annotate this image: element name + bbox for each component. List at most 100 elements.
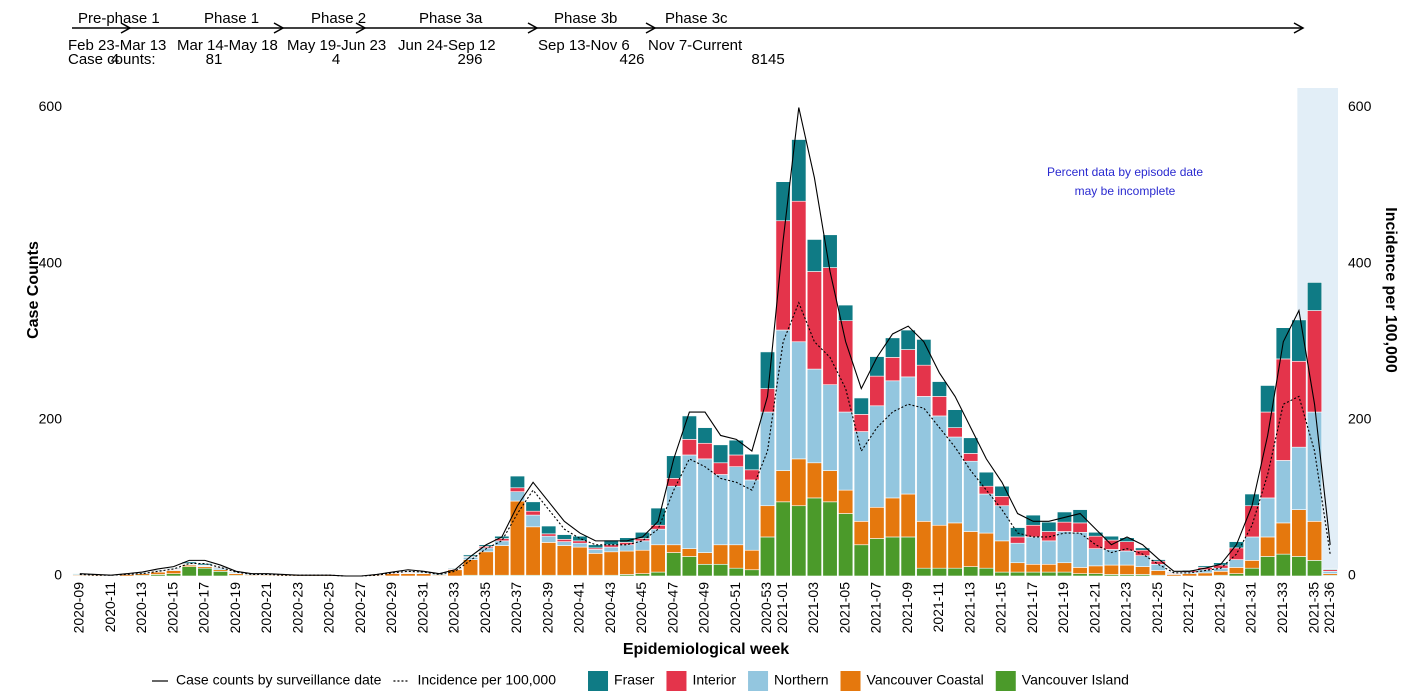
bar-segment (1135, 555, 1151, 567)
x-tick-label: 2021-11 (930, 582, 946, 633)
bar-segment (1244, 567, 1260, 577)
bar-segment (916, 567, 932, 577)
bar-segment (509, 491, 525, 502)
bar-segment (1260, 411, 1276, 499)
x-tick-label: 2021-36 (1321, 582, 1337, 634)
bar-segment (603, 539, 619, 546)
bar-segment (1275, 460, 1291, 524)
bar-segment (1056, 571, 1072, 577)
y2-axis-title: Incidence per 100,000 (1382, 207, 1399, 373)
bar-segment (1275, 522, 1291, 555)
bar-segment (963, 460, 979, 532)
bar-segment (619, 550, 635, 575)
legend-label: Interior (692, 672, 736, 688)
bar-segment (1010, 571, 1026, 577)
bar-segment (931, 415, 947, 526)
bar-segment (1228, 559, 1244, 568)
bar-segment (572, 546, 588, 576)
legend-label: Vancouver Island (1022, 672, 1129, 688)
bar-segment (1260, 385, 1276, 413)
bar-segment (681, 454, 697, 549)
bar-segment (431, 574, 447, 576)
bar-segment (760, 505, 776, 538)
bar-segment (1322, 568, 1338, 571)
x-tick-label: 2020-17 (196, 582, 212, 634)
bar-segment (603, 551, 619, 576)
bar-segment (494, 545, 510, 576)
bar-segment (900, 536, 916, 577)
bar-segment (697, 552, 713, 565)
bar-segment (634, 549, 650, 574)
bar-segment (697, 442, 713, 460)
bar-segment (1135, 549, 1151, 556)
x-tick-label: 2020-13 (133, 582, 149, 634)
y2-tick-label: 200 (1348, 411, 1372, 427)
bar-segment (650, 544, 666, 573)
bar-segment (775, 329, 791, 471)
bar-segment (885, 337, 901, 358)
bar-segment (963, 437, 979, 454)
bar-segment (978, 493, 994, 534)
legend-swatch (588, 671, 609, 691)
bar-segment (681, 556, 697, 577)
bar-segment (541, 542, 557, 576)
x-tick-label: 2020-23 (289, 582, 305, 634)
bar-segment (1291, 509, 1307, 557)
bar-segment (1041, 521, 1057, 532)
x-tick-label: 2021-33 (1274, 582, 1290, 634)
legend-label: Northern (774, 672, 828, 688)
bar-segment (728, 466, 744, 546)
x-tick-label: 2021-25 (1149, 582, 1165, 634)
bar-segment (1244, 505, 1260, 538)
bar-segment (1103, 564, 1119, 575)
bar-segment (400, 571, 416, 573)
bar-segment (1322, 571, 1338, 574)
bar-segment (1135, 566, 1151, 575)
bar-segment (713, 544, 729, 565)
bar-segment (931, 524, 947, 569)
x-tick-label: 2020-27 (352, 582, 368, 634)
bar-segment (416, 573, 432, 577)
x-tick-label: 2020-47 (664, 582, 680, 634)
bar-segment (947, 427, 963, 438)
legend-swatch (840, 671, 861, 691)
bar-segment (900, 349, 916, 378)
bar-segment (838, 513, 854, 577)
bar-segment (1010, 536, 1026, 544)
bar-segment (978, 485, 994, 495)
y2-tick-label: 400 (1348, 254, 1372, 270)
bar-segment (619, 544, 635, 552)
bar-segment (963, 453, 979, 462)
bar-segment (1072, 531, 1088, 568)
phase-name: Phase 2 (311, 10, 366, 27)
bar-segment (916, 364, 932, 397)
phase-name: Phase 3c (665, 10, 728, 27)
case-counts-label: Case counts: (68, 51, 156, 68)
x-tick-label: 2020-37 (508, 582, 524, 634)
bar-segment (1228, 547, 1244, 560)
y-tick-label: 600 (39, 98, 63, 114)
x-tick-label: 2020-41 (571, 582, 587, 634)
x-tick-label: 2021-27 (1180, 582, 1196, 634)
bar-segment (994, 571, 1010, 577)
annotation: may be incomplete (1075, 184, 1176, 198)
x-tick-label: 2020-29 (383, 582, 399, 634)
bar-segment (744, 469, 760, 481)
bar-segment (728, 439, 744, 456)
x-tick-label: 2021-13 (961, 582, 977, 634)
x-tick-label: 2020-43 (602, 582, 618, 634)
phase-count: 296 (457, 51, 482, 68)
bar-segment (463, 556, 479, 560)
phase-arrow (645, 22, 657, 34)
bar-segment (697, 427, 713, 444)
bar-segment (1291, 556, 1307, 577)
x-tick-label: 2021-03 (805, 582, 821, 634)
bar-segment (447, 567, 463, 570)
bar-segment (400, 573, 416, 577)
bar-segment (166, 567, 182, 570)
phase-dates: Sep 13-Nov 6 (538, 37, 630, 54)
bar-segment (634, 573, 650, 577)
bar-segment (1056, 562, 1072, 573)
x-tick-label: 2020-33 (446, 582, 462, 634)
bar-segment (728, 567, 744, 577)
